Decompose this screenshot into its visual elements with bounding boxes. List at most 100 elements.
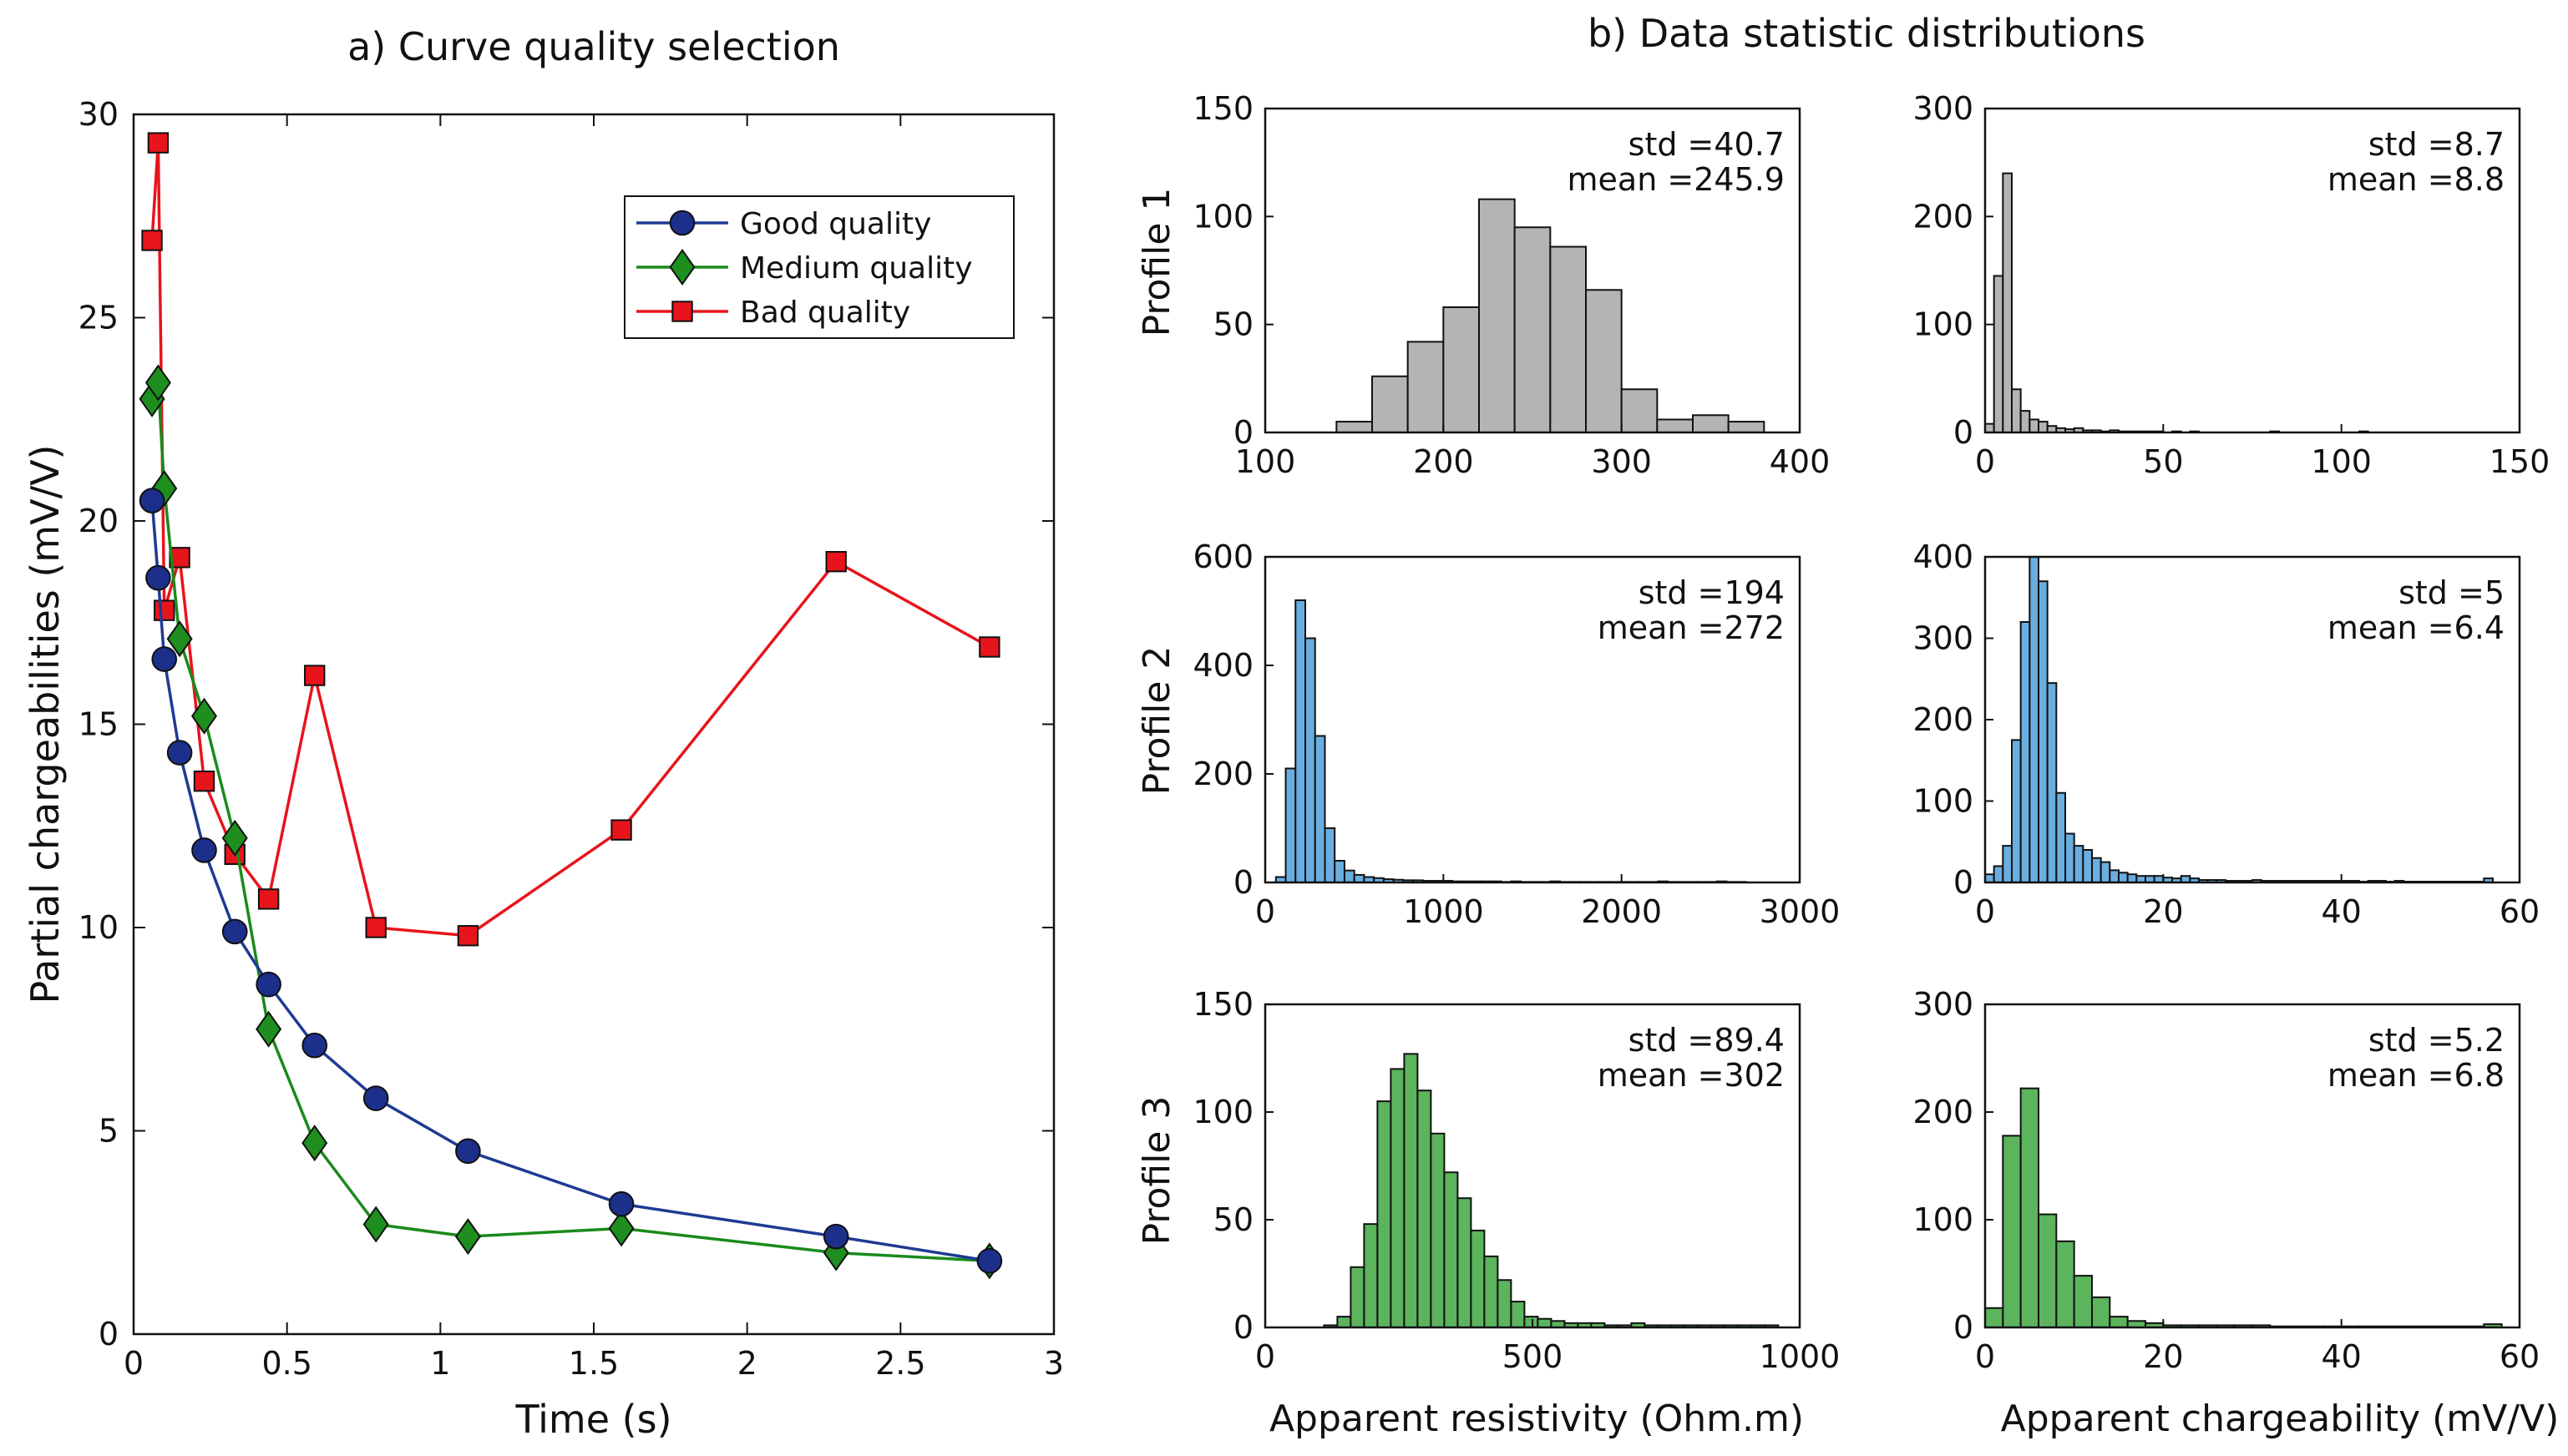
y-tick-label: 5 [99, 1113, 119, 1150]
plot-frame [1264, 1003, 1801, 1329]
histogram-bar [2055, 791, 2066, 883]
data-point-bad-quality [457, 925, 479, 947]
histogram-bar [2029, 556, 2039, 883]
y-tick-label: 50 [1213, 1201, 1254, 1238]
mean-annotation: mean =6.4 [2327, 609, 2505, 646]
legend-label: Medium quality [740, 251, 973, 286]
histogram-bar [2002, 1135, 2022, 1328]
data-point-good-quality [166, 740, 193, 766]
histogram-bar [2126, 873, 2138, 883]
data-point-bad-quality [610, 819, 632, 841]
y-tick-label: 0 [1953, 864, 1973, 901]
histogram-bar [2002, 845, 2013, 883]
x-tick-label: 0 [1255, 893, 1275, 930]
x-tick-label: 300 [1591, 443, 1652, 480]
x-tick-label: 50 [2143, 443, 2183, 480]
histogram-bar [1585, 289, 1623, 433]
histogram-bar [1406, 341, 1445, 433]
y-tick-label: 200 [1912, 1094, 1973, 1130]
x-tick-label: 40 [2321, 893, 2361, 930]
histogram-bar [1376, 1100, 1392, 1328]
histogram-bar [2118, 872, 2129, 884]
y-tick-label: 0 [1953, 414, 1973, 451]
y-tick-label: 30 [79, 96, 119, 133]
std-annotation: std =40.7 [1628, 126, 1785, 163]
data-point-bad-quality [304, 665, 326, 686]
histogram-bar [1334, 860, 1345, 883]
histogram-bar [2109, 1316, 2129, 1328]
x-tick-label: 3000 [1760, 893, 1841, 930]
x-tick-label: 0.5 [261, 1345, 312, 1382]
x-tick-label: 3 [1044, 1345, 1064, 1382]
y-tick-label: 600 [1193, 538, 1254, 575]
plot-frame [1983, 107, 2521, 434]
histogram-bar [2011, 739, 2022, 883]
legend-label: Good quality [740, 207, 931, 241]
plot-frame [132, 113, 1056, 1336]
histogram-bar [1430, 1132, 1446, 1329]
x-tick-label: 1.5 [569, 1345, 619, 1382]
row-label-profile-2: Profile 2 [1136, 646, 1178, 796]
y-tick-label: 25 [79, 300, 119, 336]
histogram-bar [1993, 275, 2004, 434]
histogram-bar [1537, 1317, 1552, 1329]
x-tick-label: 60 [2500, 1338, 2540, 1375]
histogram-bar [2082, 849, 2093, 883]
data-point-good-quality [823, 1223, 849, 1250]
y-tick-label: 300 [1912, 90, 1973, 127]
histogram-bar [2029, 418, 2039, 434]
data-point-medium-quality [608, 1210, 635, 1247]
plot-frame [1264, 107, 1801, 434]
data-point-medium-quality [362, 1206, 389, 1243]
histogram-bar [2011, 388, 2022, 433]
y-tick-label: 20 [79, 503, 119, 539]
legend-marker [669, 210, 696, 236]
mean-annotation: mean =302 [1598, 1057, 1785, 1094]
x-tick-label: 2 [737, 1345, 757, 1382]
histogram-bar [2019, 1087, 2040, 1328]
data-point-medium-quality [144, 364, 171, 402]
histogram-bar [1478, 198, 1516, 433]
histogram-bar [1294, 599, 1307, 883]
x-tick-label: 40 [2321, 1338, 2361, 1375]
data-point-good-quality [145, 564, 171, 591]
y-tick-label: 0 [1233, 414, 1254, 451]
histogram-bar [2091, 857, 2102, 883]
x-tick-label: 400 [1770, 443, 1831, 480]
data-point-bad-quality [825, 551, 847, 573]
legend-marker [671, 301, 693, 322]
histogram-bar [1442, 306, 1481, 433]
histogram-bar [1284, 767, 1297, 883]
y-tick-label: 200 [1912, 701, 1973, 738]
x-tick-label: 60 [2500, 893, 2540, 930]
x-tick-label: 20 [2143, 1338, 2183, 1375]
y-axis-label: Partial chargeabilities (mV/V) [23, 445, 68, 1004]
x-tick-label: 2000 [1581, 893, 1662, 930]
x-axis-label: Time (s) [514, 1397, 671, 1442]
histogram-bar [1353, 873, 1365, 884]
x-tick-label: 0 [1975, 1338, 1995, 1375]
data-point-bad-quality [154, 599, 175, 621]
legend-label: Bad quality [740, 296, 910, 330]
data-point-good-quality [301, 1032, 328, 1059]
plot-frame [1983, 1003, 2521, 1329]
y-tick-label: 10 [79, 909, 119, 946]
y-tick-label: 400 [1193, 647, 1254, 684]
y-tick-label: 200 [1193, 756, 1254, 792]
row-label-profile-3: Profile 3 [1136, 1096, 1178, 1246]
mean-annotation: mean =8.8 [2327, 161, 2505, 198]
y-tick-label: 200 [1912, 198, 1973, 235]
histogram-bar [2046, 682, 2058, 883]
mean-annotation: mean =272 [1598, 609, 1785, 646]
std-annotation: std =5.2 [2368, 1022, 2505, 1059]
y-tick-label: 100 [1912, 1201, 1973, 1238]
histogram-bar [1443, 1171, 1459, 1328]
histogram-bar [1314, 735, 1326, 883]
histogram-bar [1403, 1053, 1419, 1328]
histogram-bar [1984, 422, 1995, 433]
y-tick-label: 300 [1912, 620, 1973, 657]
histogram-bar [2073, 845, 2084, 883]
